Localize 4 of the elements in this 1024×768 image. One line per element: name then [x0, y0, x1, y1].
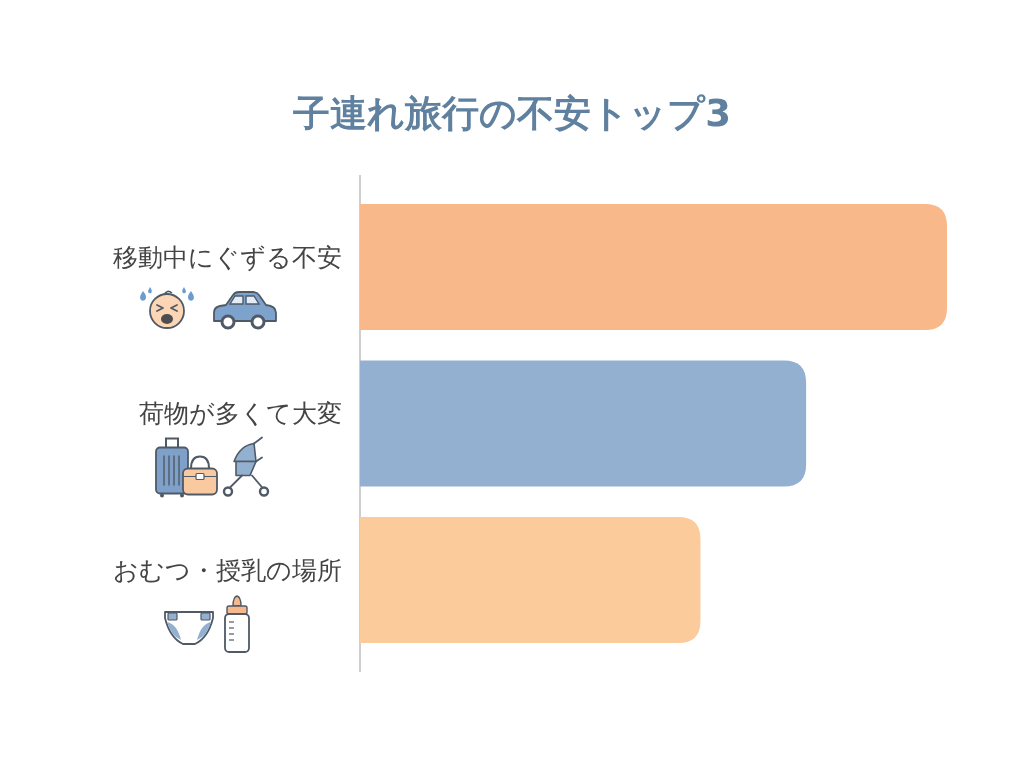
y-tick-label: 移動中にぐずる不安 [113, 242, 342, 272]
y-tick-label: おむつ・授乳の場所 [113, 555, 342, 585]
title: 子連れ旅行の不安トップ3 [293, 92, 731, 135]
y-tick-label: 荷物が多くて大変 [139, 399, 342, 428]
